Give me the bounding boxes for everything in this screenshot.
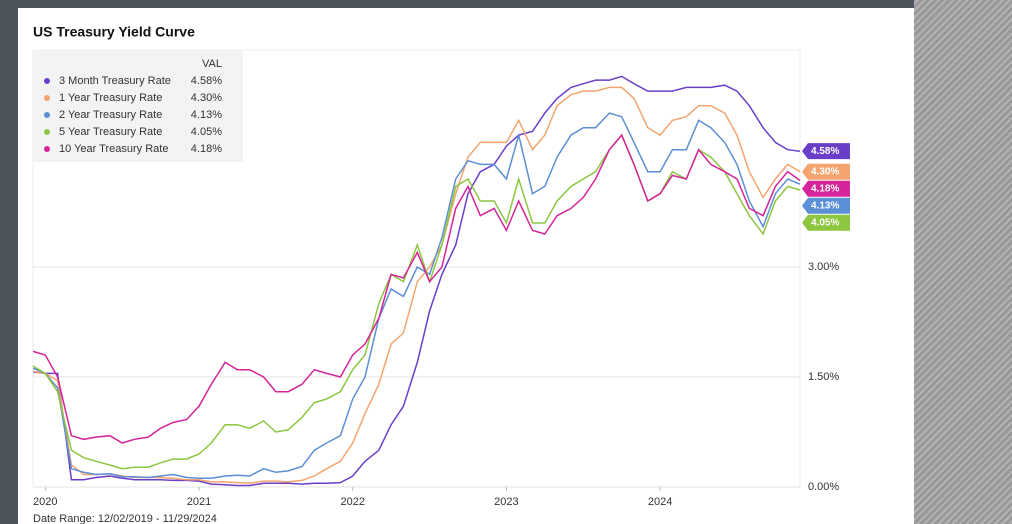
legend-marker [44, 129, 50, 135]
x-tick-label: 2023 [494, 496, 518, 508]
series-line [33, 135, 800, 469]
y-tick-label: 1.50% [808, 371, 839, 383]
legend-marker [44, 78, 50, 84]
legend-label: 10 Year Treasury Rate [59, 143, 168, 155]
series-line [33, 113, 800, 478]
legend-value: 4.30% [191, 92, 222, 104]
legend-marker [44, 95, 50, 101]
value-tag-label: 4.13% [811, 200, 839, 211]
background-texture [914, 0, 1012, 524]
legend-value: 4.58% [191, 75, 222, 87]
value-tag-label: 4.30% [811, 166, 839, 177]
series-line [33, 135, 800, 443]
date-range: Date Range: 12/02/2019 - 11/29/2024 [33, 513, 217, 524]
y-tick-label: 0.00% [808, 481, 839, 493]
legend-header: VAL [202, 58, 222, 70]
legend-label: 2 Year Treasury Rate [59, 109, 162, 121]
legend-marker [44, 112, 50, 118]
page: {"chart_data": {"type": "line", "title":… [0, 0, 1012, 524]
y-tick-label: 3.00% [808, 261, 839, 273]
legend-label: 3 Month Treasury Rate [59, 75, 171, 87]
value-tag-label: 4.58% [811, 146, 839, 157]
legend-marker [44, 146, 50, 152]
x-tick-label: 2022 [340, 496, 364, 508]
legend-value: 4.05% [191, 126, 222, 138]
x-tick-label: 2020 [33, 496, 57, 508]
legend-value: 4.18% [191, 143, 222, 155]
chart: US Treasury Yield Curve VAL Date Range: … [0, 0, 914, 524]
x-tick-label: 2024 [648, 496, 672, 508]
value-tag-label: 4.05% [811, 217, 839, 228]
legend-label: 5 Year Treasury Rate [59, 126, 162, 138]
value-tag-label: 4.18% [811, 183, 839, 194]
chart-title: US Treasury Yield Curve [33, 24, 195, 40]
legend-value: 4.13% [191, 109, 222, 121]
legend-label: 1 Year Treasury Rate [59, 92, 162, 104]
x-tick-label: 2021 [187, 496, 211, 508]
